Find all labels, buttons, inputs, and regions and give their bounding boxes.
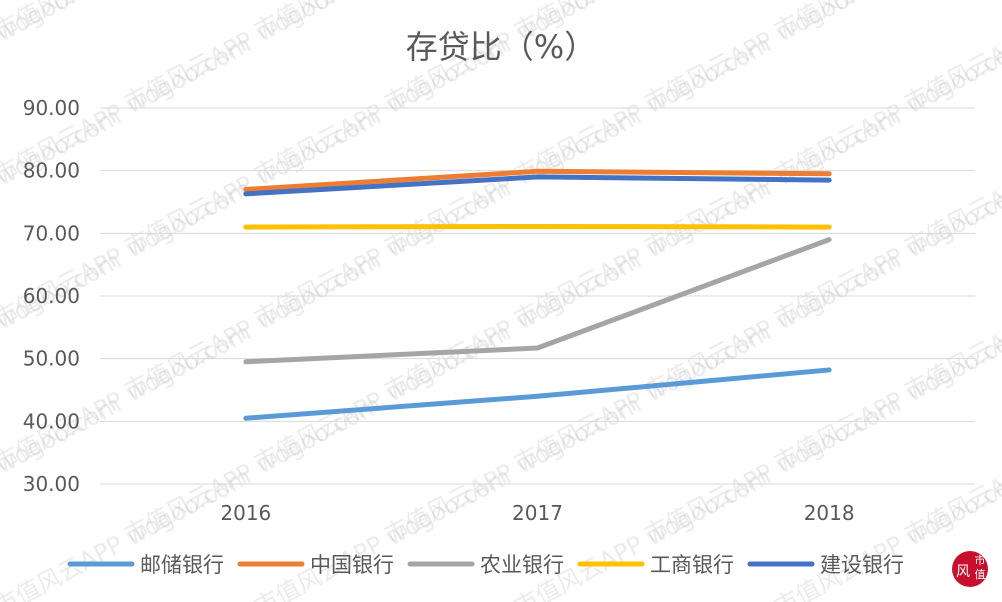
legend-label-3: 农业银行	[480, 553, 564, 577]
chart-title: 存贷比（%）	[406, 28, 596, 66]
logo-glyph: 风	[956, 564, 970, 580]
y-tick-label: 70.00	[23, 221, 80, 245]
logo: 风 市 值	[946, 545, 994, 593]
x-tick-label: 2017	[512, 501, 563, 525]
y-tick-label: 40.00	[23, 409, 80, 433]
x-tick-label: 2018	[804, 501, 855, 525]
legend-label-2: 中国银行	[310, 553, 394, 577]
x-tick-label: 2016	[220, 501, 271, 525]
logo-seal-icon	[952, 551, 988, 587]
legend-label-4: 工商银行	[650, 553, 734, 577]
legend-label-5: 建设银行	[820, 553, 904, 577]
y-tick-label: 50.00	[23, 347, 80, 371]
y-tick-label: 30.00	[23, 472, 80, 496]
y-tick-label: 80.00	[23, 159, 80, 183]
x-axis: 2016 2017 2018	[220, 501, 854, 525]
y-axis: 30.00 40.00 50.00 60.00 70.00 80.00 90.00	[23, 96, 80, 496]
y-tick-label: 60.00	[23, 284, 80, 308]
legend: 邮储银行 中国银行 农业银行 工商银行 建设银行	[67, 553, 904, 577]
logo-glyph-2: 市	[975, 553, 986, 567]
legend-label-1: 邮储银行	[140, 553, 224, 577]
series-layer	[243, 168, 832, 421]
y-tick-label: 90.00	[23, 96, 80, 120]
logo-glyph-3: 值	[975, 568, 986, 581]
